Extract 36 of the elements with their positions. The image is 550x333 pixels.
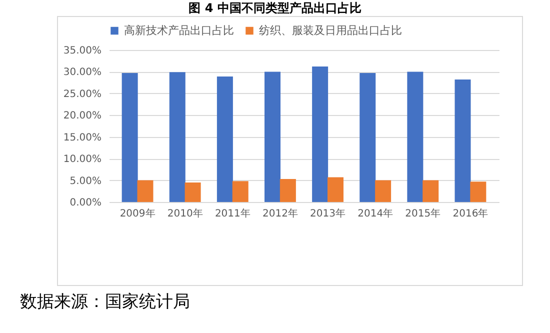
legend-label: 高新技术产品出口占比 (124, 24, 234, 37)
bar (184, 182, 201, 202)
bar (137, 180, 154, 202)
bar (122, 73, 138, 202)
bar (169, 72, 186, 202)
bar (327, 177, 344, 202)
bar (360, 73, 376, 202)
bar (312, 66, 328, 202)
bar (470, 182, 486, 202)
x-tick-label: 2014年 (358, 208, 394, 220)
bar (454, 80, 471, 202)
y-tick-label: 10.00% (63, 154, 102, 166)
x-tick-label: 2012年 (262, 208, 298, 220)
y-tick-label: 0.00% (70, 198, 102, 208)
source-note: 数据来源：国家统计局 (20, 291, 190, 313)
x-tick-label: 2016年 (452, 208, 488, 220)
bar (422, 180, 439, 202)
x-tick-label: 2010年 (167, 208, 203, 220)
x-tick-label: 2009年 (120, 208, 156, 220)
y-tick-label: 15.00% (63, 132, 102, 144)
x-tick-label: 2011年 (214, 208, 250, 220)
x-tick-label: 2013年 (310, 208, 346, 220)
x-tick-label: 2015年 (405, 208, 441, 220)
bar (280, 178, 296, 202)
y-tick-label: 30.00% (63, 67, 102, 78)
chart-title: 图 4 中国不同类型产品出口占比 (188, 0, 362, 16)
bar (216, 76, 233, 202)
bar (264, 72, 281, 202)
y-tick-label: 25.00% (63, 88, 102, 100)
bar (375, 180, 392, 202)
y-tick-label: 35.00% (63, 46, 102, 56)
y-tick-label: 5.00% (70, 176, 102, 187)
legend-label: 纺织、服装及日用品出口占比 (259, 24, 402, 37)
bar (232, 181, 248, 202)
bar (407, 72, 424, 202)
y-tick-label: 20.00% (63, 110, 102, 122)
